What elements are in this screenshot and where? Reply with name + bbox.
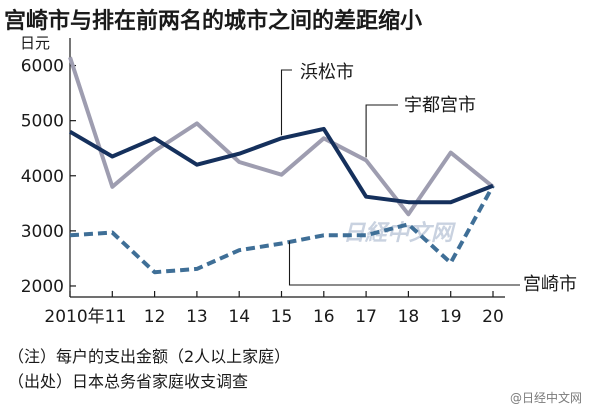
y-tick-label: 5000 bbox=[21, 112, 64, 132]
axes: 2000 3000 4000 5000 6000 2010年11 12 13 14 15 16 17 1… bbox=[21, 38, 505, 327]
hamamatsu-leader bbox=[280, 69, 292, 136]
hamamatsu-label: 浜松市 bbox=[300, 62, 354, 83]
y-tick-label: 6000 bbox=[21, 57, 64, 77]
utsunomiya-label: 宇都宫市 bbox=[404, 95, 476, 116]
series-line-miyazaki bbox=[69, 184, 495, 275]
x-tick-label: 14 bbox=[228, 307, 250, 327]
x-tick-label: 18 bbox=[398, 307, 420, 327]
x-tick-label: 16 bbox=[313, 307, 335, 327]
y-tick-label: 4000 bbox=[21, 167, 64, 187]
y-tick-label: 3000 bbox=[21, 222, 64, 242]
y-tick-label: 2000 bbox=[21, 277, 64, 297]
x-tick-label: 15 bbox=[271, 307, 293, 327]
credit-text: @日经中文网 bbox=[510, 390, 582, 405]
miyazaki-leader bbox=[288, 241, 520, 286]
footnote-source: （出处）日本总务省家庭收支调查 bbox=[8, 372, 248, 391]
chart-title: 宫崎市与排在前两名的城市之间的差距缩小 bbox=[4, 8, 422, 34]
x-tick-label: 2010年11 bbox=[44, 307, 126, 327]
y-axis-unit-label: 日元 bbox=[20, 34, 50, 52]
series-line-hamamatsu bbox=[68, 126, 494, 205]
x-tick-label: 17 bbox=[355, 307, 377, 327]
miyazaki-label: 宫崎市 bbox=[523, 274, 577, 295]
x-tick-label: 12 bbox=[144, 307, 166, 327]
watermark-text: 日経中文网 bbox=[343, 220, 456, 246]
utsunomiya-leader bbox=[365, 104, 398, 158]
x-tick-label: 13 bbox=[186, 307, 208, 327]
footnote-note: （注）每户的支出金额（2人以上家庭） bbox=[8, 347, 290, 366]
series-line-utsunomiya bbox=[68, 56, 495, 217]
series-layer bbox=[68, 56, 495, 275]
x-tick-label: 20 bbox=[482, 307, 504, 327]
x-tick-label: 19 bbox=[440, 307, 462, 327]
